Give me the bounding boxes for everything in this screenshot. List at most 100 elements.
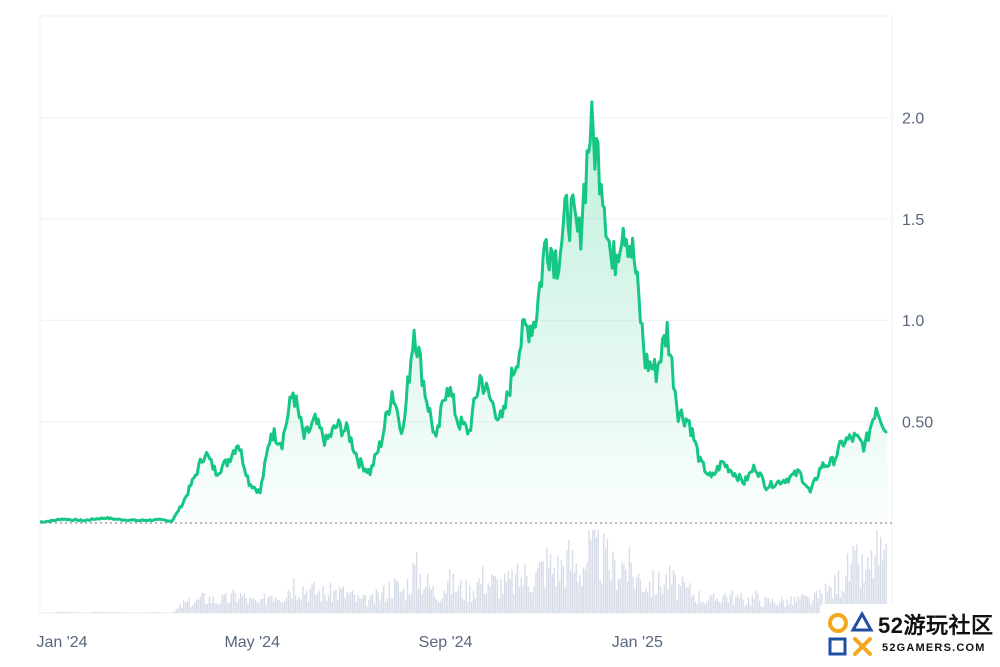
volume-bar [181, 607, 183, 613]
volume-bar [80, 612, 82, 613]
volume-bar [537, 567, 539, 613]
volume-bar [113, 611, 115, 613]
volume-bar [333, 590, 335, 613]
volume-bar [443, 590, 445, 613]
volume-bar [533, 586, 535, 613]
volume-bar [762, 606, 764, 613]
volume-bar [425, 586, 427, 613]
volume-bar [641, 591, 643, 613]
volume-bar [183, 600, 185, 613]
volume-bar [691, 597, 693, 613]
volume-bar [467, 602, 469, 613]
volume-bar [570, 570, 572, 613]
volume-bar [271, 595, 273, 613]
volume-bar [857, 564, 860, 613]
volume-bar [192, 604, 194, 613]
volume-bar [227, 603, 229, 613]
volume-bar [764, 596, 766, 613]
x-tick-label: Jan '25 [612, 634, 663, 651]
volume-bar [267, 597, 269, 613]
volume-bar [720, 603, 722, 613]
volume-bar [557, 556, 559, 613]
volume-bar [520, 577, 522, 613]
volume-bar [436, 599, 438, 613]
volume-bar [236, 602, 238, 613]
volume-bar [571, 549, 574, 613]
volume-bar [769, 603, 772, 613]
volume-bar [304, 594, 306, 613]
volume-bar [802, 595, 805, 613]
volume-bar [509, 579, 511, 613]
volume-bar [394, 578, 396, 613]
volume-bar [106, 612, 108, 613]
volume-bar [217, 604, 220, 613]
volume-bar [566, 550, 568, 613]
volume-bar [865, 569, 867, 613]
volume-bar [694, 601, 697, 613]
volume-bar [540, 561, 543, 613]
volume-bar [408, 594, 410, 613]
volume-bar [507, 570, 510, 613]
volume-bar [678, 584, 680, 613]
volume-bar [821, 593, 823, 613]
volume-bar [872, 578, 874, 613]
volume-bar [518, 586, 521, 613]
volume-bar [307, 601, 310, 613]
volume-bar [487, 582, 489, 613]
x-tick-label: May '24 [224, 634, 280, 651]
volume-bar [206, 604, 209, 613]
volume-bar [269, 595, 271, 613]
volume-bar [184, 602, 187, 613]
volume-bar [472, 591, 475, 613]
volume-bar [399, 591, 401, 613]
volume-bar [758, 600, 761, 613]
volume-bar [515, 574, 517, 613]
price-area [40, 101, 888, 524]
volume-bar [216, 602, 218, 613]
volume-bar [241, 596, 244, 613]
volume-bar [834, 574, 836, 613]
volume-bar [643, 591, 645, 613]
volume-bar [711, 595, 713, 613]
volume-bar [155, 612, 157, 613]
volume-bar [93, 611, 95, 613]
volume-bar [843, 592, 845, 613]
price-area-fill [40, 101, 888, 524]
volume-bar [359, 598, 361, 613]
volume-bar [637, 573, 640, 613]
volume-bar [382, 585, 385, 613]
volume-bar [868, 569, 871, 613]
volume-bar [568, 539, 570, 613]
volume-bar [837, 570, 840, 613]
volume-bar [504, 573, 506, 613]
volume-bar [856, 544, 858, 613]
volume-bar [496, 579, 499, 613]
volume-bar [142, 612, 145, 613]
volume-bar [463, 600, 465, 613]
volume-bar [89, 612, 91, 613]
volume-bar [54, 612, 57, 613]
volume-bar [713, 593, 715, 613]
volume-bar [386, 598, 388, 613]
volume-bar [775, 605, 777, 613]
volume-bar [801, 594, 803, 613]
volume-bar [293, 577, 295, 613]
volume-bar [592, 530, 594, 613]
volume-bar [815, 590, 818, 613]
volume-bar [228, 602, 231, 613]
x-axis-labels: Jan '24 May '24 Sep '24 Jan '25 [36, 634, 663, 651]
volume-bar [96, 611, 99, 613]
volume-bar [126, 612, 128, 613]
volume-bar [249, 597, 251, 613]
volume-bar [511, 570, 513, 613]
volume-bar [478, 578, 480, 613]
volume-bar [331, 602, 333, 613]
volume-bar [300, 599, 302, 613]
volume-bar [71, 612, 73, 613]
volume-bar [302, 586, 304, 613]
volume-bar [381, 592, 383, 613]
volume-bar [60, 611, 62, 613]
volume-bar [390, 598, 392, 613]
volume-bar [619, 579, 621, 613]
volume-bar [146, 612, 148, 613]
